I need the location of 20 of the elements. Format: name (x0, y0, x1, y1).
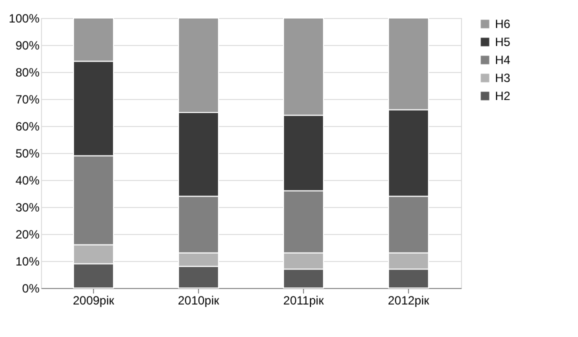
y-tick-label: 10% (15, 254, 40, 268)
legend-label: H5 (495, 35, 511, 49)
x-tick-label: 2011рік (283, 294, 324, 308)
y-tick-label: 0% (22, 282, 40, 296)
y-tick-label: 20% (15, 228, 40, 242)
legend-label: H6 (495, 17, 511, 31)
y-tick-label: 40% (15, 174, 40, 188)
y-tick-label: 30% (15, 200, 40, 214)
x-tick-label: 2012рік (388, 294, 430, 308)
y-tick-label: 100% (8, 12, 40, 26)
legend-label: H2 (495, 89, 511, 103)
y-tick-label: 80% (15, 66, 40, 80)
x-tick-label: 2010рік (178, 294, 220, 308)
legend-label: H4 (495, 53, 511, 67)
y-tick-label: 50% (15, 146, 40, 160)
legend-label: H3 (495, 71, 511, 85)
y-tick-label: 90% (15, 38, 40, 52)
y-tick-label: 60% (15, 120, 40, 134)
x-tick-label: 2009рік (72, 294, 115, 308)
y-tick-label: 70% (15, 92, 40, 106)
